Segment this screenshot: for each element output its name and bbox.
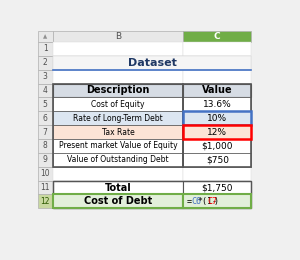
Text: ): ) — [214, 197, 219, 206]
Text: 7: 7 — [43, 128, 48, 136]
FancyBboxPatch shape — [53, 153, 183, 167]
FancyBboxPatch shape — [183, 125, 251, 139]
FancyBboxPatch shape — [38, 42, 53, 56]
Text: DATA  ·  BI: DATA · BI — [138, 171, 189, 180]
Text: 1: 1 — [43, 44, 48, 53]
FancyBboxPatch shape — [38, 83, 53, 98]
Text: Description: Description — [86, 86, 150, 95]
FancyBboxPatch shape — [183, 153, 251, 167]
Text: 13.6%: 13.6% — [203, 100, 232, 109]
FancyBboxPatch shape — [38, 56, 53, 70]
FancyBboxPatch shape — [53, 167, 183, 181]
FancyBboxPatch shape — [183, 31, 251, 42]
Text: C: C — [214, 32, 220, 41]
Text: 12: 12 — [40, 197, 50, 206]
FancyBboxPatch shape — [183, 111, 251, 125]
Text: exceldemy: exceldemy — [114, 161, 206, 176]
Text: C6: C6 — [191, 197, 201, 206]
FancyBboxPatch shape — [38, 125, 53, 139]
Text: Tax Rate: Tax Rate — [102, 128, 134, 136]
FancyBboxPatch shape — [183, 194, 251, 208]
FancyBboxPatch shape — [183, 167, 251, 181]
FancyBboxPatch shape — [53, 70, 183, 83]
FancyBboxPatch shape — [53, 153, 183, 167]
Text: Dataset: Dataset — [128, 58, 177, 68]
Text: =: = — [187, 197, 192, 206]
FancyBboxPatch shape — [53, 56, 183, 70]
FancyBboxPatch shape — [183, 181, 251, 194]
Text: Cost of Debt: Cost of Debt — [84, 196, 152, 206]
FancyBboxPatch shape — [183, 139, 251, 153]
Text: 10%: 10% — [207, 114, 227, 123]
Text: Rate of Long-Term Debt: Rate of Long-Term Debt — [73, 114, 163, 123]
FancyBboxPatch shape — [183, 111, 251, 125]
Text: 11: 11 — [40, 183, 50, 192]
Text: $750: $750 — [206, 155, 229, 164]
Text: ▲: ▲ — [43, 34, 47, 39]
FancyBboxPatch shape — [53, 31, 183, 42]
Text: 10%: 10% — [207, 114, 227, 123]
FancyBboxPatch shape — [53, 194, 183, 208]
FancyBboxPatch shape — [53, 139, 183, 153]
FancyBboxPatch shape — [183, 70, 251, 83]
Text: Value: Value — [202, 86, 232, 95]
FancyBboxPatch shape — [183, 153, 251, 167]
Text: $1,750: $1,750 — [202, 183, 233, 192]
Text: 8: 8 — [43, 141, 48, 151]
FancyBboxPatch shape — [53, 139, 183, 153]
FancyBboxPatch shape — [53, 125, 183, 139]
FancyBboxPatch shape — [38, 70, 53, 83]
FancyBboxPatch shape — [183, 83, 251, 98]
Text: 2: 2 — [43, 58, 48, 67]
Text: C7: C7 — [208, 197, 218, 206]
FancyBboxPatch shape — [53, 125, 183, 139]
FancyBboxPatch shape — [38, 31, 53, 42]
FancyBboxPatch shape — [38, 153, 53, 167]
FancyBboxPatch shape — [183, 181, 251, 194]
Text: 6: 6 — [43, 114, 48, 123]
FancyBboxPatch shape — [183, 125, 251, 139]
FancyBboxPatch shape — [53, 181, 183, 194]
FancyBboxPatch shape — [38, 139, 53, 153]
FancyBboxPatch shape — [183, 98, 251, 111]
FancyBboxPatch shape — [183, 42, 251, 56]
FancyBboxPatch shape — [38, 98, 53, 111]
FancyBboxPatch shape — [53, 98, 183, 111]
Text: Value of Outstanding Debt: Value of Outstanding Debt — [67, 155, 169, 164]
Text: *(1-: *(1- — [197, 197, 218, 206]
Text: 4: 4 — [43, 86, 48, 95]
FancyBboxPatch shape — [38, 111, 53, 125]
FancyBboxPatch shape — [53, 98, 183, 111]
FancyBboxPatch shape — [53, 83, 183, 98]
FancyBboxPatch shape — [183, 111, 251, 125]
FancyBboxPatch shape — [53, 56, 251, 70]
Text: Present market Value of Equity: Present market Value of Equity — [59, 141, 177, 151]
Text: 12%: 12% — [207, 128, 227, 136]
Text: B: B — [115, 32, 121, 41]
FancyBboxPatch shape — [183, 194, 251, 208]
FancyBboxPatch shape — [53, 181, 183, 194]
Text: 12%: 12% — [207, 128, 227, 136]
FancyBboxPatch shape — [38, 181, 53, 194]
Text: Total: Total — [105, 183, 131, 192]
FancyBboxPatch shape — [53, 194, 183, 208]
Text: Cost of Equity: Cost of Equity — [92, 100, 145, 109]
FancyBboxPatch shape — [53, 42, 183, 56]
FancyBboxPatch shape — [183, 56, 251, 70]
Text: $1,000: $1,000 — [202, 141, 233, 151]
FancyBboxPatch shape — [38, 194, 53, 208]
FancyBboxPatch shape — [53, 83, 183, 98]
FancyBboxPatch shape — [183, 139, 251, 153]
Text: 9: 9 — [43, 155, 48, 164]
FancyBboxPatch shape — [183, 125, 251, 139]
Text: 5: 5 — [43, 100, 48, 109]
Text: 3: 3 — [43, 72, 48, 81]
FancyBboxPatch shape — [53, 111, 183, 125]
Text: 10: 10 — [40, 169, 50, 178]
FancyBboxPatch shape — [53, 111, 183, 125]
FancyBboxPatch shape — [183, 83, 251, 98]
FancyBboxPatch shape — [38, 167, 53, 181]
FancyBboxPatch shape — [183, 98, 251, 111]
